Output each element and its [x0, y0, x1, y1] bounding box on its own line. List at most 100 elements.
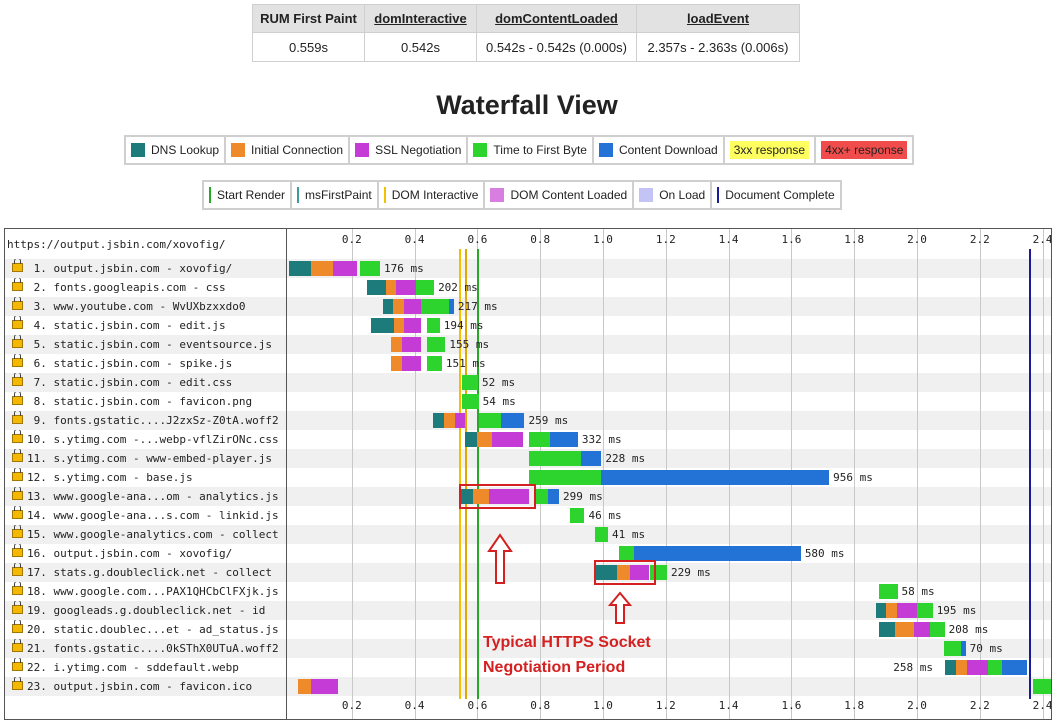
request-row-label[interactable]: 18. www.google.com...PAX1QHCbClFXjk.js [5, 582, 286, 601]
legend-item-3xx-response: 3xx response [725, 137, 817, 163]
lock-icon [12, 658, 23, 671]
request-name: 5. static.jsbin.com - eventsource.js [27, 338, 273, 351]
ssl-highlight-box [593, 560, 656, 585]
request-name: 20. static.doublec...et - ad_status.js [27, 623, 279, 636]
lock-icon [12, 335, 23, 348]
bar-segment-ttfb [461, 375, 478, 390]
metric-value-load-event: 2.357s - 2.363s (0.006s) [636, 32, 800, 62]
metric-header-dom-interactive[interactable]: domInteractive [364, 4, 477, 33]
request-row-label[interactable]: 6. static.jsbin.com - spike.js [5, 354, 286, 373]
legend-item-ssl-negotiation: SSL Negotiation [350, 137, 469, 163]
request-row-label[interactable]: 14. www.google-ana...s.com - linkid.js [5, 506, 286, 525]
request-row-label[interactable]: 11. s.ytimg.com - www-embed-player.js [5, 449, 286, 468]
request-row-label[interactable]: 8. static.jsbin.com - favicon.png [5, 392, 286, 411]
request-duration: 208 ms [948, 623, 989, 636]
request-name: 19. googleads.g.doubleclick.net - id [27, 604, 266, 617]
request-name: 6. static.jsbin.com - spike.js [27, 357, 233, 370]
bar-segment-dns [289, 261, 311, 276]
request-row-label[interactable]: 16. output.jsbin.com - xovofig/ [5, 544, 286, 563]
bar-segment-ssl [402, 356, 421, 371]
request-row-label[interactable]: 23. output.jsbin.com - favicon.ico [5, 677, 286, 696]
legend-label: DOM Interactive [391, 188, 479, 202]
bar-segment-ttfb [943, 641, 961, 656]
grid-line [351, 229, 353, 719]
request-row-band [287, 411, 1051, 430]
request-row-label[interactable]: 22. i.ytimg.com - sddefault.webp [5, 658, 286, 677]
request-row-band [287, 582, 1051, 601]
legend-label: msFirstPaint [305, 188, 372, 202]
request-duration: 194 ms [443, 319, 484, 332]
legend-swatch [297, 187, 300, 203]
annotation-note: Typical HTTPS Socket Negotiation Period [483, 630, 651, 680]
metric-header-rum-first-paint: RUM First Paint [252, 4, 365, 33]
request-row-band [287, 525, 1051, 544]
bar-segment-ttfb [987, 660, 1002, 675]
request-row-label[interactable]: 15. www.google-analytics.com - collect [5, 525, 286, 544]
bar-segment-conn [472, 489, 490, 504]
bar-segment-ttfb [618, 546, 635, 561]
lock-icon [12, 259, 23, 272]
bar-segment-ttfb [879, 584, 898, 599]
metric-header-dom-content-loaded[interactable]: domContentLoaded [476, 4, 637, 33]
legend-swatch [383, 187, 386, 203]
axis-tick-bottom: 1.6 [781, 699, 802, 712]
bar-segment-dl [581, 451, 602, 466]
request-row-band [287, 487, 1051, 506]
legend-label: 4xx+ response [821, 141, 908, 159]
request-row-label[interactable]: 9. fonts.gstatic....J2zxSz-Z0tA.woff2 [5, 411, 286, 430]
request-name: 3. www.youtube.com - WvUXbzxxdo0 [27, 300, 246, 313]
bar-segment-conn [444, 413, 456, 428]
lock-icon [12, 620, 23, 633]
request-name: 8. static.jsbin.com - favicon.png [27, 395, 253, 408]
legend-page-events: Start Render msFirstPaint DOM Interactive D… [202, 180, 842, 210]
bar-segment-ttfb [535, 489, 549, 504]
request-row-label[interactable]: 1. output.jsbin.com - xovofig/ [5, 259, 286, 278]
lock-icon [12, 525, 23, 538]
request-row-label[interactable]: 7. static.jsbin.com - edit.css [5, 373, 286, 392]
request-duration: 41 ms [612, 528, 646, 541]
legend-swatch [639, 188, 654, 202]
bar-segment-ssl [402, 337, 421, 352]
lock-icon [12, 392, 23, 405]
request-row-label[interactable]: 10. s.ytimg.com -...webp-vflZirONc.css [5, 430, 286, 449]
bar-segment-conn [298, 679, 311, 694]
bar-segment-dns [433, 413, 445, 428]
bar-segment-ttfb [426, 356, 442, 371]
bar-segment-ssl [403, 318, 421, 333]
metrics-table: RUM First Paint domInteractive domConten… [252, 4, 800, 62]
bar-segment-ssl [896, 603, 917, 618]
lock-icon [12, 563, 23, 576]
legend-item-dom-interactive: DOM Interactive [379, 182, 486, 208]
request-duration: 52 ms [482, 376, 516, 389]
request-row-label[interactable]: 3. www.youtube.com - WvUXbzxxdo0 [5, 297, 286, 316]
metric-header-load-event[interactable]: loadEvent [636, 4, 800, 33]
bar-segment-ssl [913, 622, 930, 637]
axis-tick-top: 0.4 [404, 233, 425, 246]
request-row-label[interactable]: 5. static.jsbin.com - eventsource.js [5, 335, 286, 354]
request-duration: 151 ms [445, 357, 486, 370]
lock-icon [12, 430, 23, 443]
request-duration: 258 ms [893, 661, 933, 674]
bar-segment-conn [477, 432, 492, 447]
bar-segment-conn [956, 660, 968, 675]
request-duration: 46 ms [588, 509, 622, 522]
request-duration: 155 ms [449, 338, 490, 351]
axis-tick-top: 1.6 [781, 233, 802, 246]
request-row-label[interactable]: 17. stats.g.doubleclick.net - collect [5, 563, 286, 582]
axis-tick-top: 1.2 [655, 233, 676, 246]
request-row-label[interactable]: 2. fonts.googleapis.com - css [5, 278, 286, 297]
lock-icon [12, 411, 23, 424]
request-row-label[interactable]: 13. www.google-ana...om - analytics.js [5, 487, 286, 506]
request-row-label[interactable]: 19. googleads.g.doubleclick.net - id [5, 601, 286, 620]
bar-segment-ssl [489, 489, 530, 504]
bar-segment-ttfb [1033, 679, 1051, 694]
lock-icon [12, 677, 23, 690]
request-row-label[interactable]: 20. static.doublec...et - ad_status.js [5, 620, 286, 639]
bar-segment-dns [370, 318, 395, 333]
bar-segment-ttfb [529, 470, 602, 485]
request-row-label[interactable]: 12. s.ytimg.com - base.js [5, 468, 286, 487]
axis-tick-top: 0.6 [467, 233, 488, 246]
request-row-label[interactable]: 4. static.jsbin.com - edit.js [5, 316, 286, 335]
bar-segment-conn [394, 318, 404, 333]
request-row-label[interactable]: 21. fonts.gstatic....0kSThX0UTuA.woff2 [5, 639, 286, 658]
